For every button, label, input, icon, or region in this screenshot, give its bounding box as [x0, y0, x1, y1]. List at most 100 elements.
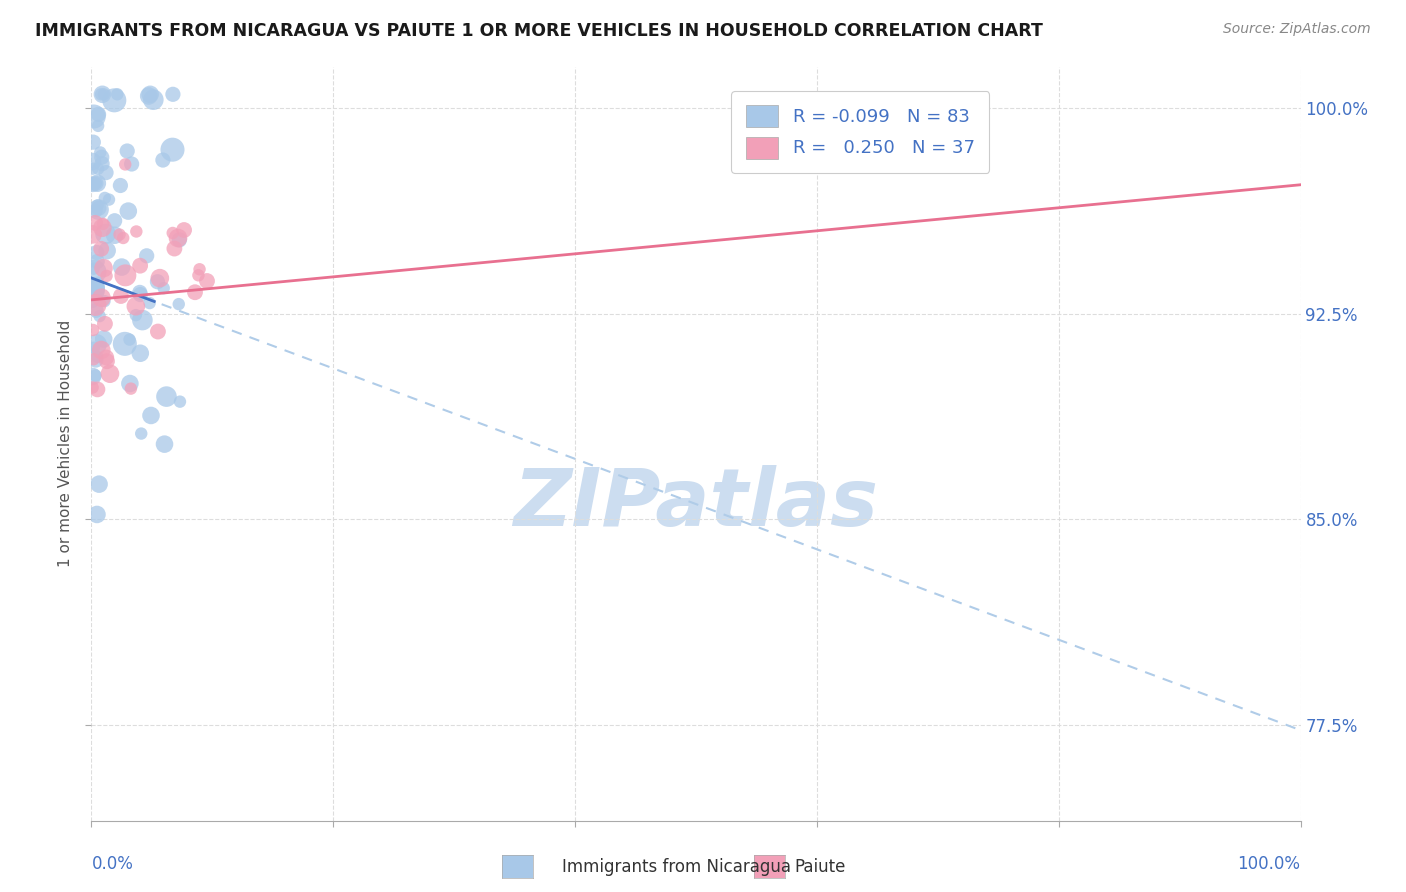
Point — [139, 409, 162, 423]
Point — [114, 336, 136, 351]
Point — [86, 383, 108, 397]
Y-axis label: 1 or more Vehicles in Household: 1 or more Vehicles in Household — [58, 320, 73, 567]
Point — [86, 350, 108, 364]
Point — [138, 89, 160, 103]
Point — [114, 268, 136, 283]
Point — [188, 262, 211, 277]
Point — [167, 231, 190, 245]
Point — [90, 150, 112, 164]
Point — [146, 325, 169, 339]
Point — [82, 227, 104, 242]
Point — [120, 382, 142, 396]
Point — [98, 193, 121, 207]
Point — [94, 166, 117, 180]
Point — [155, 390, 177, 404]
Point — [184, 285, 207, 300]
Point — [87, 161, 110, 176]
Point — [125, 225, 148, 239]
Point — [87, 119, 110, 133]
Point — [105, 87, 128, 102]
Point — [83, 281, 105, 295]
Point — [84, 303, 107, 318]
Point — [129, 259, 152, 273]
Point — [86, 337, 108, 351]
Point — [152, 153, 174, 167]
Point — [112, 231, 135, 245]
Point — [93, 332, 115, 346]
Point — [90, 343, 112, 357]
Point — [83, 352, 105, 367]
Point — [162, 143, 184, 157]
Legend: R = -0.099   N = 83, R =   0.250   N = 37: R = -0.099 N = 83, R = 0.250 N = 37 — [731, 91, 990, 173]
Point — [91, 87, 114, 102]
Text: 0.0%: 0.0% — [91, 855, 134, 872]
Point — [96, 351, 118, 365]
Point — [84, 216, 107, 230]
Point — [117, 204, 139, 219]
Point — [125, 299, 148, 313]
Point — [82, 178, 104, 192]
Point — [94, 317, 117, 331]
Point — [82, 135, 104, 149]
Point — [96, 354, 118, 368]
Point — [173, 223, 195, 237]
Text: 100.0%: 100.0% — [1237, 855, 1301, 872]
Point — [84, 298, 107, 312]
Point — [89, 145, 111, 160]
Point — [86, 176, 108, 190]
Point — [111, 260, 134, 274]
Text: ZIPatlas: ZIPatlas — [513, 465, 879, 543]
Point — [86, 203, 108, 218]
Point — [82, 294, 104, 309]
Point — [90, 87, 112, 102]
Point — [98, 367, 121, 381]
Point — [82, 380, 104, 394]
Point — [82, 154, 104, 169]
Point — [195, 274, 218, 288]
Point — [90, 242, 112, 256]
Point — [89, 309, 111, 323]
Point — [129, 426, 152, 441]
Point — [138, 296, 160, 310]
Point — [118, 376, 141, 391]
Point — [94, 227, 117, 241]
Point — [103, 93, 125, 107]
Point — [118, 333, 141, 347]
Text: Paiute: Paiute — [794, 858, 846, 876]
Point — [146, 275, 169, 289]
Point — [91, 157, 114, 171]
Point — [83, 110, 105, 124]
Point — [86, 245, 108, 260]
Point — [84, 280, 107, 294]
Point — [83, 261, 105, 276]
Point — [104, 228, 127, 243]
Point — [162, 226, 184, 240]
Point — [139, 87, 162, 102]
Point — [110, 289, 132, 303]
Point — [128, 285, 150, 300]
Point — [90, 291, 112, 305]
Point — [96, 268, 118, 283]
Point — [167, 297, 190, 311]
Point — [83, 265, 105, 279]
Point — [163, 242, 186, 256]
Point — [121, 157, 143, 171]
Text: Source: ZipAtlas.com: Source: ZipAtlas.com — [1223, 22, 1371, 37]
Point — [86, 198, 108, 212]
Point — [86, 285, 108, 300]
Point — [131, 313, 153, 327]
Point — [142, 93, 165, 107]
Point — [93, 294, 115, 309]
Point — [93, 261, 115, 276]
Point — [82, 161, 104, 176]
Point — [187, 268, 209, 283]
Point — [86, 508, 108, 522]
Point — [91, 220, 114, 235]
Point — [115, 144, 138, 158]
Point — [96, 244, 118, 258]
Point — [87, 477, 110, 491]
Point — [87, 276, 110, 290]
Point — [84, 177, 107, 191]
Point — [153, 437, 176, 451]
Point — [82, 369, 104, 384]
